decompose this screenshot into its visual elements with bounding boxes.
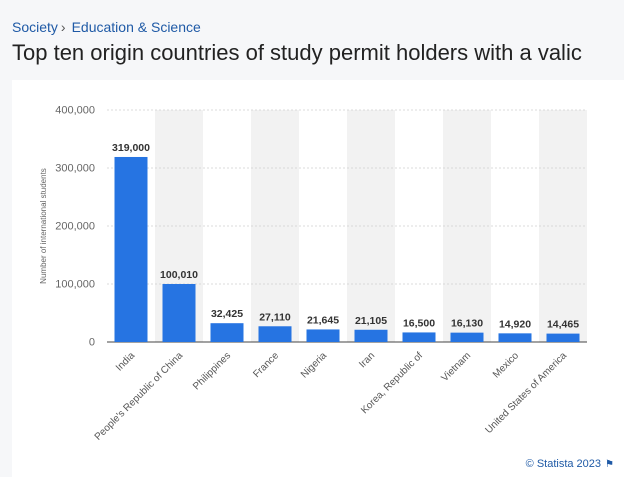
y-axis-label: Number of international students <box>39 168 48 284</box>
value-label: 16,130 <box>451 318 483 330</box>
x-tick-label: United States of America <box>484 350 570 436</box>
value-label: 319,000 <box>112 142 150 154</box>
value-label: 100,010 <box>160 269 198 281</box>
value-label: 32,425 <box>211 308 243 320</box>
statista-credit[interactable]: © Statista 2023 ⚑ <box>526 458 614 470</box>
value-label: 21,645 <box>307 314 339 326</box>
bar-chart: 319,000 100,010 32,425 27,110 21,645 21,105 16… <box>39 105 587 443</box>
page-title: Top ten origin countries of study permit… <box>12 40 582 65</box>
bar-nigeria[interactable] <box>306 329 340 342</box>
breadcrumb-item-education-science[interactable]: Education & Science <box>71 19 201 35</box>
y-tick-label: 200,000 <box>55 221 95 233</box>
x-tick-label: India <box>114 350 137 373</box>
value-label: 14,465 <box>547 319 579 331</box>
breadcrumb: Society › Education & Science <box>12 19 201 35</box>
bar-vietnam[interactable] <box>450 332 484 342</box>
y-tick-label: 400,000 <box>55 105 95 117</box>
chart-y-ticks: 0 100,000 200,000 300,000 400,000 <box>55 105 95 349</box>
x-tick-label: Nigeria <box>299 350 329 380</box>
breadcrumb-separator: › <box>60 19 66 35</box>
value-label: 27,110 <box>259 311 291 323</box>
bar-mexico[interactable] <box>498 333 532 342</box>
chart-card: 319,000 100,010 32,425 27,110 21,645 21,105 16… <box>12 80 624 477</box>
value-label: 14,920 <box>499 318 531 330</box>
flag-icon[interactable]: ⚑ <box>605 459 614 470</box>
value-label: 16,500 <box>403 317 435 329</box>
x-tick-label: Mexico <box>491 350 521 380</box>
y-tick-label: 100,000 <box>55 279 95 291</box>
credit-text: © Statista 2023 <box>525 458 602 470</box>
bar-philippines[interactable] <box>210 323 244 342</box>
bar-united-states-of-america[interactable] <box>546 333 580 342</box>
y-tick-label: 0 <box>89 337 95 349</box>
chart-value-labels: 319,000 100,010 32,425 27,110 21,645 21,105 16… <box>112 142 579 331</box>
value-label: 21,105 <box>355 315 387 327</box>
chart-bars <box>114 156 580 342</box>
y-tick-label: 300,000 <box>55 163 95 175</box>
x-tick-label: France <box>251 350 281 380</box>
breadcrumb-item-society[interactable]: Society <box>12 19 58 35</box>
x-tick-label: People's Republic of China <box>93 350 186 443</box>
bar-korea-republic-of[interactable] <box>402 332 436 342</box>
x-tick-label: Vietnam <box>440 350 474 384</box>
x-tick-label: Iran <box>357 350 377 370</box>
bar-iran[interactable] <box>354 329 388 342</box>
bar-india[interactable] <box>114 156 148 342</box>
x-tick-label: Philippines <box>191 350 233 392</box>
bar-france[interactable] <box>258 326 292 342</box>
bar-people-s-republic-of-china[interactable] <box>162 283 196 342</box>
